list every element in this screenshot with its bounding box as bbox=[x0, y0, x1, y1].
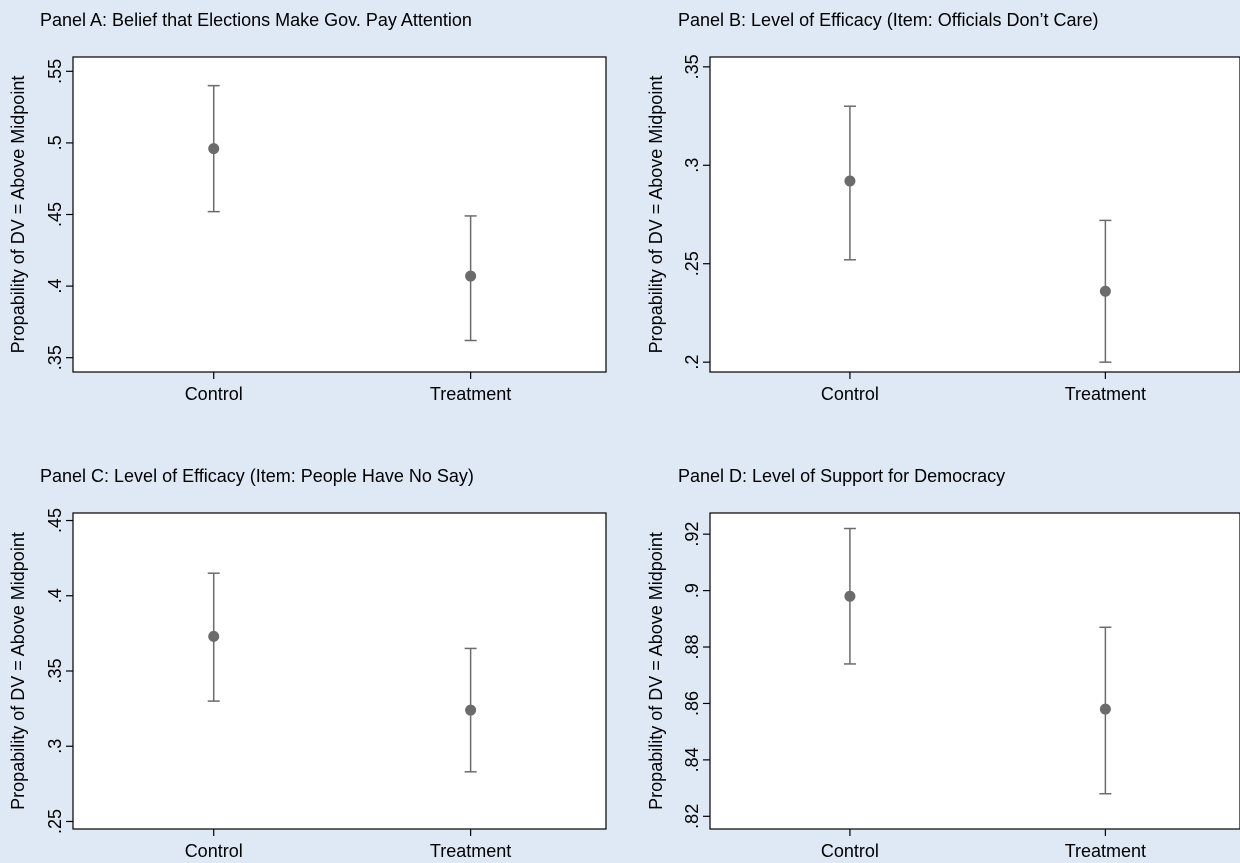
panel-title: Panel D: Level of Support for Democracy bbox=[678, 466, 1005, 486]
y-axis-label: Propability of DV = Above Midpoint bbox=[8, 76, 28, 354]
plot-area bbox=[72, 512, 607, 830]
y-axis-label: Propability of DV = Above Midpoint bbox=[646, 76, 666, 354]
y-tick-label: .35 bbox=[45, 345, 65, 370]
y-tick-label: .35 bbox=[682, 54, 702, 79]
panel-title: Panel C: Level of Efficacy (Item: People… bbox=[40, 466, 474, 486]
plot-area bbox=[709, 512, 1240, 830]
panel-b: Panel B: Level of Efficacy (Item: Offici… bbox=[646, 10, 1240, 404]
point-estimate-treatment bbox=[465, 270, 477, 282]
y-tick-label: .55 bbox=[45, 59, 65, 84]
y-tick-label: .45 bbox=[45, 508, 65, 533]
y-tick-label: .2 bbox=[682, 355, 702, 370]
y-tick-label: .88 bbox=[682, 635, 702, 660]
panel-title: Panel B: Level of Efficacy (Item: Offici… bbox=[678, 10, 1099, 30]
y-tick-label: .25 bbox=[45, 809, 65, 834]
x-tick-label: Treatment bbox=[430, 384, 511, 404]
point-estimate-control bbox=[208, 143, 220, 155]
y-tick-label: .3 bbox=[45, 739, 65, 754]
y-tick-label: .84 bbox=[682, 747, 702, 772]
y-tick-label: .9 bbox=[682, 583, 702, 598]
point-estimate-control bbox=[844, 590, 856, 602]
panel-c: Panel C: Level of Efficacy (Item: People… bbox=[8, 466, 607, 861]
y-tick-label: .4 bbox=[45, 279, 65, 294]
point-estimate-treatment bbox=[1099, 703, 1111, 715]
y-tick-label: .3 bbox=[682, 158, 702, 173]
y-tick-label: .35 bbox=[45, 658, 65, 683]
x-tick-label: Control bbox=[185, 841, 243, 861]
panel-title: Panel A: Belief that Elections Make Gov.… bbox=[40, 10, 472, 30]
point-estimate-treatment bbox=[465, 704, 477, 716]
x-tick-label: Treatment bbox=[1065, 384, 1146, 404]
y-axis-label: Propability of DV = Above Midpoint bbox=[646, 532, 666, 810]
x-tick-label: Control bbox=[185, 384, 243, 404]
point-estimate-control bbox=[208, 630, 220, 642]
y-tick-label: .25 bbox=[682, 251, 702, 276]
y-tick-label: .4 bbox=[45, 588, 65, 603]
plot-area bbox=[72, 56, 607, 373]
plot-area bbox=[709, 56, 1240, 373]
x-tick-label: Control bbox=[821, 841, 879, 861]
y-tick-label: .5 bbox=[45, 135, 65, 150]
y-tick-label: .92 bbox=[682, 522, 702, 547]
x-tick-label: Treatment bbox=[430, 841, 511, 861]
point-estimate-control bbox=[844, 175, 856, 187]
point-estimate-treatment bbox=[1099, 285, 1111, 297]
panel-a: Panel A: Belief that Elections Make Gov.… bbox=[8, 10, 607, 404]
y-tick-label: .86 bbox=[682, 691, 702, 716]
x-tick-label: Control bbox=[821, 384, 879, 404]
x-tick-label: Treatment bbox=[1065, 841, 1146, 861]
y-tick-label: .45 bbox=[45, 202, 65, 227]
y-tick-label: .82 bbox=[682, 804, 702, 829]
panel-d: Panel D: Level of Support for Democracy P… bbox=[646, 466, 1240, 861]
y-axis-label: Propability of DV = Above Midpoint bbox=[8, 532, 28, 810]
